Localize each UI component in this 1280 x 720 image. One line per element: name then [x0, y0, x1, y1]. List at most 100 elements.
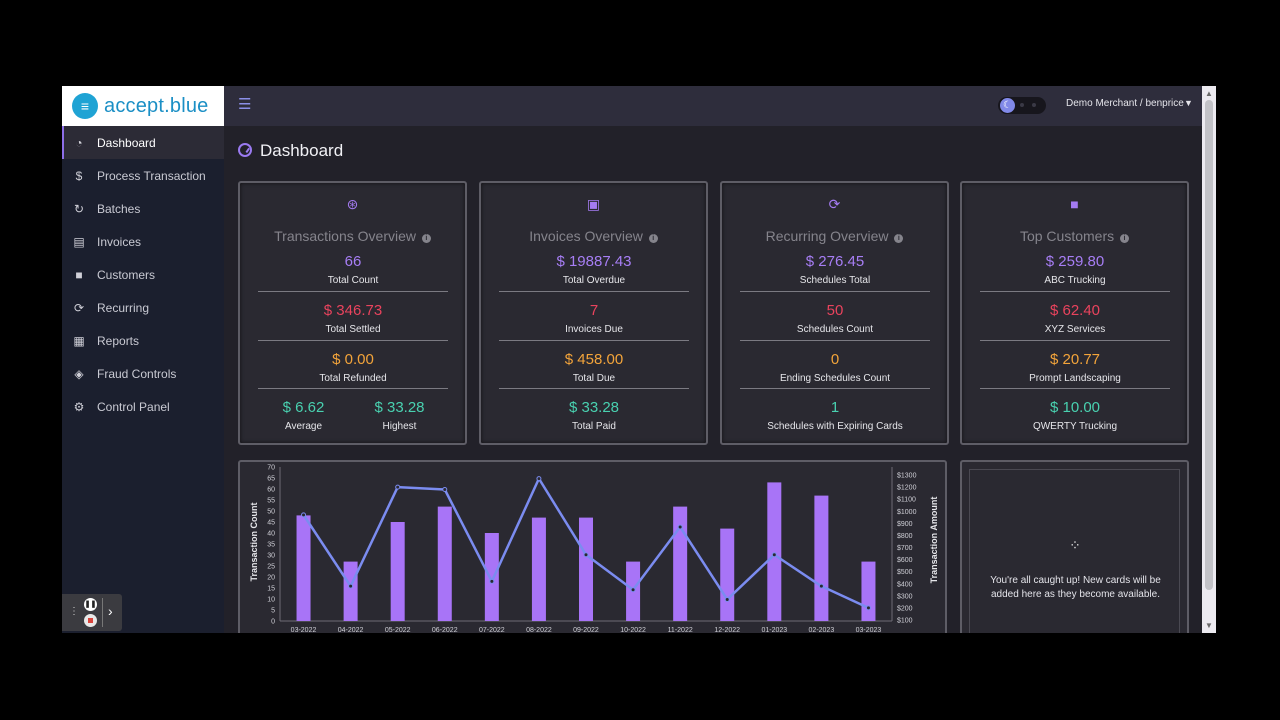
- sidebar-item-batches[interactable]: ↻ Batches: [62, 192, 224, 225]
- customer-3[interactable]: $ 20.77 Prompt Landscaping: [980, 351, 1170, 384]
- customer-4[interactable]: $ 10.00 QWERTY Trucking: [980, 399, 1170, 432]
- notifications-panel: ⁘ You're all caught up! New cards will b…: [969, 469, 1180, 633]
- y2-tick-label: $600: [897, 557, 913, 564]
- sidebar-item-label: Control Panel: [97, 399, 170, 414]
- sidebar-item-dashboard[interactable]: ◔ Dashboard: [62, 126, 224, 159]
- highest-value: $ 33.28: [374, 399, 425, 416]
- scroll-thumb[interactable]: [1205, 100, 1213, 590]
- customer-name: XYZ Services: [1044, 324, 1106, 335]
- loading-spinner-icon: ⁘: [1069, 537, 1081, 553]
- divider: [980, 388, 1170, 389]
- invoices-overview-card: ▣ Invoices Overview i $ 19887.43 Total O…: [479, 181, 708, 445]
- notifications-card: ⁘ You're all caught up! New cards will b…: [960, 460, 1189, 633]
- y2-tick-label: $1300: [897, 473, 917, 480]
- x-tick-label: 11-2022: [668, 627, 693, 633]
- sidebar-item-control-panel[interactable]: ⚙ Control Panel: [62, 390, 224, 423]
- stop-icon[interactable]: [84, 614, 97, 627]
- caret-down-icon[interactable]: ▼: [1184, 98, 1193, 108]
- y-tick-label: 60: [267, 487, 275, 494]
- y2-tick-label: $400: [897, 581, 913, 588]
- total-due-label: Total Due: [572, 373, 616, 384]
- info-icon[interactable]: i: [894, 234, 904, 243]
- highest-metric: $ 33.28 Highest: [352, 399, 447, 432]
- divider: [980, 340, 1170, 341]
- total-overdue-metric: $ 19887.43 Total Overdue: [499, 253, 689, 286]
- total-paid-label: Total Paid: [572, 421, 616, 432]
- total-settled-label: Total Settled: [325, 324, 381, 335]
- scroll-up-icon[interactable]: ▲: [1205, 89, 1213, 98]
- chart-bar: [531, 517, 546, 621]
- theme-toggle[interactable]: ☾: [998, 97, 1046, 114]
- card-title: Invoices Overview i: [481, 228, 706, 244]
- info-icon[interactable]: i: [648, 234, 658, 243]
- info-icon[interactable]: i: [1120, 234, 1130, 243]
- sidebar-item-recurring[interactable]: ⟳ Recurring: [62, 291, 224, 324]
- chart-bar: [814, 495, 829, 621]
- divider: [258, 291, 448, 292]
- expiring-cards-value: 1: [830, 399, 840, 416]
- scroll-down-icon[interactable]: ▼: [1205, 621, 1213, 630]
- card-title: Transactions Overview i: [240, 228, 465, 244]
- total-due-value: $ 458.00: [564, 351, 624, 368]
- info-icon[interactable]: i: [421, 234, 431, 243]
- sidebar-item-label: Dashboard: [97, 135, 156, 150]
- average-label: Average: [284, 421, 323, 432]
- chart-line-point: [395, 484, 401, 490]
- sidebar-item-reports[interactable]: ▦ Reports: [62, 324, 224, 357]
- ending-schedules-label: Ending Schedules Count: [779, 373, 891, 384]
- sidebar-item-customers[interactable]: ■ Customers: [62, 258, 224, 291]
- customer-1[interactable]: $ 259.80 ABC Trucking: [980, 253, 1170, 286]
- chart-bar: [767, 482, 782, 621]
- sidebar-item-invoices[interactable]: ▤ Invoices: [62, 225, 224, 258]
- chart-line-point: [489, 578, 495, 584]
- divider: [258, 340, 448, 341]
- schedules-total-metric: $ 276.45 Schedules Total: [740, 253, 930, 286]
- total-settled-value: $ 346.73: [323, 302, 383, 319]
- divider: [499, 291, 689, 292]
- chart-line-point: [536, 476, 542, 482]
- total-count-label: Total Count: [327, 275, 379, 286]
- y2-tick-label: $800: [897, 533, 913, 540]
- ending-schedules-value: 0: [830, 351, 840, 368]
- page-scrollbar[interactable]: ▲ ▼: [1202, 86, 1216, 633]
- customer-amount: $ 10.00: [1049, 399, 1101, 416]
- total-refunded-value: $ 0.00: [332, 351, 374, 368]
- invoices-due-label: Invoices Due: [565, 324, 623, 335]
- sidebar-item-label: Reports: [97, 333, 140, 348]
- gear-icon: ⚙: [73, 399, 85, 414]
- sidebar-item-label: Recurring: [97, 300, 150, 315]
- chart-line-point: [865, 605, 871, 611]
- invoices-due-metric: 7 Invoices Due: [499, 302, 689, 335]
- dollar-circle-icon: ⊛: [346, 196, 359, 212]
- y-tick-label: 10: [267, 597, 275, 604]
- chevron-right-icon[interactable]: ›: [108, 603, 113, 619]
- chart-bar: [579, 517, 593, 621]
- chart-bar: [720, 528, 735, 621]
- sidebar-item-process-transaction[interactable]: $ Process Transaction: [62, 159, 224, 192]
- customer-2[interactable]: $ 62.40 XYZ Services: [980, 302, 1170, 335]
- y2-tick-label: $100: [897, 618, 913, 625]
- brand-logo[interactable]: ≡ accept.blue: [62, 86, 224, 126]
- menu-toggle-icon[interactable]: ☰: [238, 96, 252, 113]
- customer-name: QWERTY Trucking: [1032, 421, 1118, 432]
- schedules-total-value: $ 276.45: [805, 253, 865, 270]
- chart-bar: [861, 561, 876, 621]
- divider: [102, 598, 103, 627]
- total-count-value: 66: [344, 253, 362, 270]
- dashboard-icon: ◔: [75, 135, 83, 150]
- x-tick-label: 05-2022: [385, 627, 411, 633]
- x-tick-label: 01-2023: [761, 627, 787, 633]
- brand-name: accept.blue: [104, 94, 209, 117]
- pause-icon[interactable]: ❚❚: [84, 598, 97, 611]
- average-value: $ 6.62: [282, 399, 325, 416]
- expiring-cards-metric: 1 Schedules with Expiring Cards: [740, 399, 930, 432]
- empty-state-text: You're all caught up! New cards will be …: [990, 575, 1161, 600]
- x-tick-label: 04-2022: [338, 627, 364, 633]
- merchant-selector[interactable]: Demo Merchant / benprice: [1066, 98, 1184, 109]
- sidebar-item-label: Customers: [97, 267, 156, 282]
- recurring-overview-card: ⟳ Recurring Overview i $ 276.45 Schedule…: [720, 181, 949, 445]
- drag-handle-icon[interactable]: ⋮: [69, 606, 79, 617]
- x-tick-label: 10-2022: [620, 627, 646, 633]
- ending-schedules-metric: 0 Ending Schedules Count: [740, 351, 930, 384]
- sidebar-item-fraud-controls[interactable]: ◈ Fraud Controls: [62, 357, 224, 390]
